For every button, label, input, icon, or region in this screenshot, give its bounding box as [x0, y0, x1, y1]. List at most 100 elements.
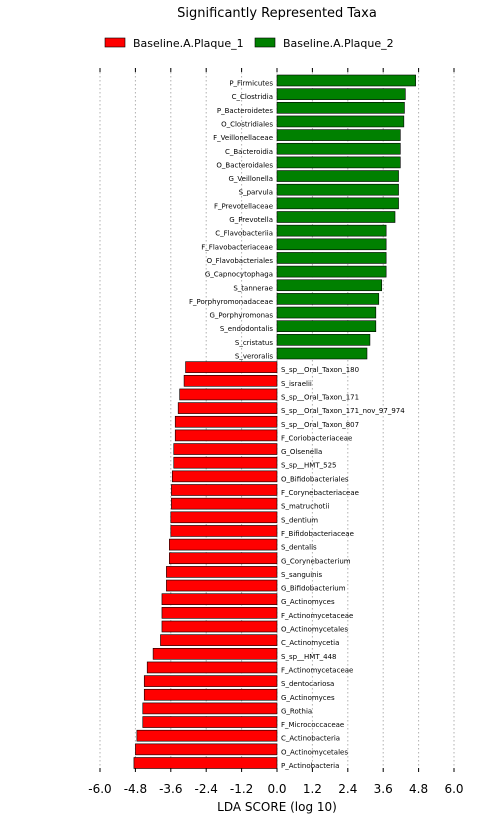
bar: [185, 361, 278, 373]
bar: [276, 224, 387, 237]
x-tick-label: -4.8: [124, 782, 147, 796]
bar-label: S_veroralis: [235, 353, 273, 361]
bar: [276, 252, 387, 264]
bar: [276, 334, 371, 346]
legend-label-plaque-1: Baseline.A.Plaque_1: [133, 37, 244, 50]
legend: Baseline.A.Plaque_1 Baseline.A.Plaque_2: [104, 37, 394, 50]
bar-label: P_Actinobacteria: [281, 762, 339, 770]
bar: [143, 675, 278, 687]
bar: [161, 620, 278, 633]
bar-label: C_Flavobacteriia: [215, 230, 273, 238]
bar-labels: P_Firmicutes C_Clostridia P_Bacteroidetes O…: [189, 80, 405, 771]
bar-label: C_Clostridia: [232, 93, 273, 101]
bar: [170, 511, 278, 524]
x-tick-label: 2.4: [338, 782, 357, 796]
bar-label: G_Bifidobacterium: [281, 585, 346, 593]
bar-label: S_sp__HMT_525: [281, 462, 336, 470]
bar: [170, 525, 278, 537]
bar: [160, 634, 278, 646]
bar-label: S_tannerae: [233, 284, 273, 292]
bar-label: S_sp__Oral_Taxon_807: [281, 421, 359, 429]
bar-label: F_Actinomycetaceae: [281, 612, 353, 620]
bar-label: P_Firmicutes: [229, 80, 273, 88]
x-tick-label: -3.6: [159, 782, 182, 796]
chart-title: Significantly Represented Taxa: [177, 6, 377, 21]
bar-label: F_Veillonellaceae: [213, 134, 273, 142]
bar: [142, 702, 278, 715]
bar-label: O_Bacteroidales: [216, 161, 273, 169]
bar: [276, 183, 399, 196]
bar: [166, 566, 278, 578]
bar: [143, 688, 278, 701]
bar-label: S_endodontalis: [220, 325, 273, 333]
bar: [169, 538, 278, 551]
bar: [276, 265, 387, 278]
bar-label: G_Veillonella: [228, 175, 273, 183]
bar: [276, 142, 401, 155]
bar-label: O_Flavobacteriales: [207, 257, 274, 265]
bar-label: S_dentium: [281, 516, 318, 524]
bar-label: G_Capnocytophaga: [205, 271, 273, 279]
bar-label: G_Corynebacterium: [281, 557, 351, 565]
x-tick-label: 4.8: [409, 782, 428, 796]
x-tick-label: 0.0: [267, 782, 286, 796]
bar-label: O_Bifidobacteriales: [281, 475, 349, 483]
bar: [276, 129, 401, 141]
bar: [179, 388, 278, 401]
x-tick-label: -6.0: [88, 782, 111, 796]
bar-label: F_Micrococcaceae: [281, 721, 344, 729]
bar: [276, 74, 416, 87]
bar: [276, 115, 405, 128]
legend-swatch-plaque-1: [104, 37, 126, 48]
bar-label: C_Actinobacteria: [281, 735, 340, 743]
bars: [133, 74, 416, 769]
bar-label: F_Coriobacteriaceae: [281, 434, 352, 442]
bar-label: S_sp__HMT_448: [281, 653, 336, 661]
legend-swatch-plaque-2: [254, 37, 276, 48]
bar-label: P_Bacteroidetes: [217, 107, 273, 115]
bar-label: G_Porphyromonas: [209, 312, 273, 320]
bar-label: C_Bacteroidia: [225, 148, 273, 156]
bar-label: F_Porphyromonadaceae: [189, 298, 273, 306]
bar-label: C_Actinomycetia: [281, 639, 339, 647]
bar-label: O_Actinomycetales: [281, 748, 348, 756]
x-axis-ticks: -6.0 -4.8 -3.6 -2.4 -1.2 0.0 1.2 2.4 3.6 4.8 6.0: [88, 68, 464, 796]
bar: [276, 197, 399, 210]
bar-label: G_Prevotella: [229, 216, 273, 224]
bar: [276, 238, 387, 251]
bar-label: F_Prevotellaceae: [214, 202, 273, 210]
bar: [276, 102, 405, 114]
bar-label: S_sp__Oral_Taxon_171: [281, 393, 359, 401]
bar: [146, 661, 278, 674]
bar-label: S_sanguinis: [281, 571, 323, 579]
bar-label: F_Flavobacteriaceae: [201, 243, 273, 251]
x-tick-label: 1.2: [303, 782, 322, 796]
x-axis-label: LDA SCORE (log 10): [217, 800, 337, 814]
bar-label: G_Olsenella: [281, 448, 322, 456]
bar-label: G_Actinomyces: [281, 694, 335, 702]
bar-label: S_sp__Oral_Taxon_171_nov_97_974: [281, 407, 405, 415]
bar: [152, 647, 278, 660]
bar: [174, 415, 278, 428]
x-tick-label: -1.2: [230, 782, 253, 796]
bar: [171, 484, 278, 496]
bar: [177, 402, 278, 414]
bar: [173, 456, 278, 469]
bar-label: G_Rothia: [281, 707, 312, 715]
x-tick-label: 6.0: [444, 782, 463, 796]
bar: [133, 757, 278, 769]
legend-label-plaque-2: Baseline.A.Plaque_2: [283, 37, 394, 50]
bar: [173, 443, 278, 455]
bar: [136, 729, 278, 742]
bar-label: S_matruchotii: [281, 503, 329, 511]
bar: [276, 156, 401, 169]
bar: [135, 743, 278, 756]
bar: [276, 347, 368, 360]
bar-label: F_Bifidobacteriaceae: [281, 530, 354, 538]
bar: [161, 607, 278, 619]
bar: [166, 579, 278, 592]
bar-label: F_Corynebacteriaceae: [281, 489, 359, 497]
x-tick-label: 3.6: [374, 782, 393, 796]
bar: [276, 320, 377, 333]
bar-label: G_Actinomyces: [281, 598, 335, 606]
